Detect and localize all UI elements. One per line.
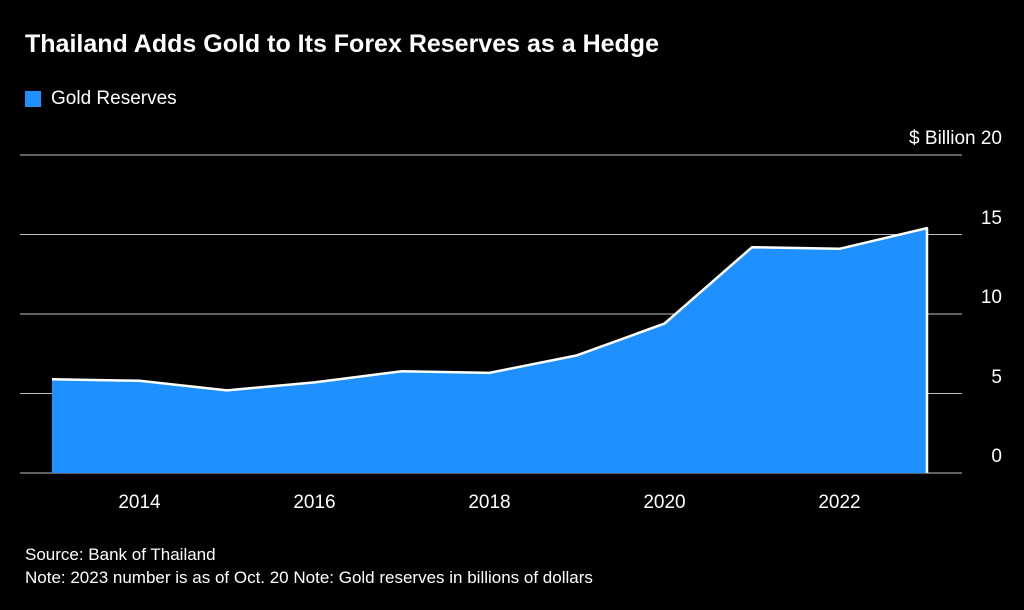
x-tick-2020: 2020: [643, 492, 686, 513]
x-tick-2016: 2016: [293, 492, 336, 513]
x-tick-2022: 2022: [818, 492, 861, 513]
area-series-gold-reserves: [52, 228, 927, 473]
area-top-edge: [51, 226, 929, 473]
y-tick-5: 5: [991, 366, 1002, 388]
chart-footer: Source: Bank of Thailand Note: 2023 numb…: [25, 543, 593, 589]
legend-swatch-gold-reserves: [25, 91, 41, 107]
chart-title: Thailand Adds Gold to Its Forex Reserves…: [25, 30, 659, 58]
y-tick-0: 0: [991, 446, 1002, 467]
y-tick-10: 10: [980, 287, 1002, 308]
y-axis-unit-and-tick-20: $ Billion 20: [909, 128, 1002, 149]
legend: Gold Reserves: [25, 88, 177, 110]
source-line: Source: Bank of Thailand: [25, 545, 216, 564]
legend-label-gold-reserves: Gold Reserves: [51, 88, 177, 109]
note-line: Note: 2023 number is as of Oct. 20 Note:…: [25, 568, 593, 587]
y-tick-15: 15: [980, 207, 1002, 229]
x-tick-2018: 2018: [468, 492, 511, 513]
x-tick-2014: 2014: [118, 492, 161, 513]
